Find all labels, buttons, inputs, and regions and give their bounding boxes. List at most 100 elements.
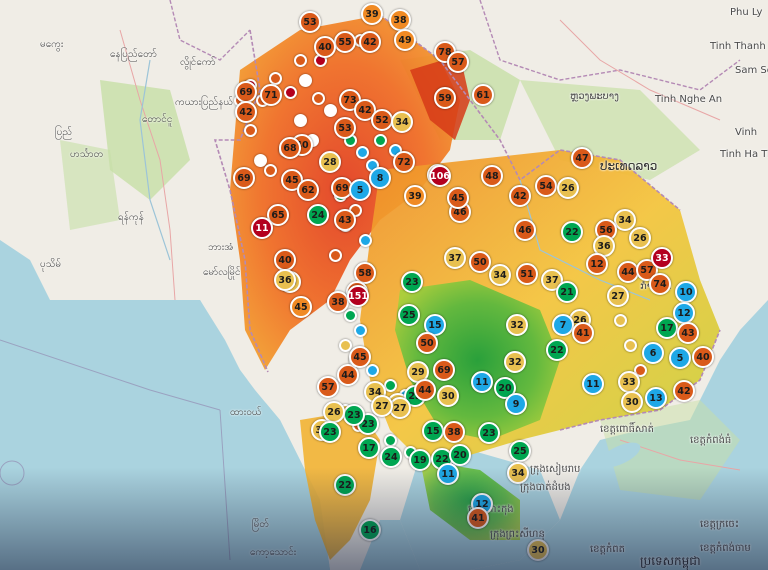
station-pin[interactable] <box>299 74 312 87</box>
aqi-marker[interactable]: 19 <box>409 449 431 471</box>
aqi-marker[interactable]: 23 <box>401 271 423 293</box>
aqi-marker[interactable]: 15 <box>422 420 444 442</box>
aqi-marker[interactable]: 5 <box>669 347 691 369</box>
aqi-marker[interactable]: 23 <box>343 404 365 426</box>
aqi-marker[interactable]: 30 <box>527 539 549 561</box>
aqi-marker[interactable]: 27 <box>371 395 393 417</box>
aqi-marker[interactable]: 51 <box>516 263 538 285</box>
aqi-marker[interactable]: 23 <box>319 421 341 443</box>
aqi-marker[interactable]: 27 <box>607 285 629 307</box>
aqi-marker[interactable]: 39 <box>361 3 383 25</box>
station-pin[interactable] <box>366 364 379 377</box>
aqi-marker[interactable]: 61 <box>472 84 494 106</box>
aqi-marker[interactable]: 6 <box>642 342 664 364</box>
aqi-marker[interactable]: 45 <box>290 296 312 318</box>
aqi-marker[interactable]: 26 <box>629 227 651 249</box>
aqi-marker[interactable]: 43 <box>677 322 699 344</box>
aqi-marker[interactable]: 38 <box>389 9 411 31</box>
station-pin[interactable] <box>624 339 637 352</box>
aqi-marker[interactable]: 37 <box>444 247 466 269</box>
aqi-marker[interactable]: 25 <box>509 440 531 462</box>
station-pin[interactable] <box>614 314 627 327</box>
aqi-marker[interactable]: 12 <box>673 302 695 324</box>
aqi-marker[interactable]: 8 <box>369 167 391 189</box>
aqi-marker[interactable]: 57 <box>317 376 339 398</box>
aqi-marker[interactable]: 34 <box>614 209 636 231</box>
aqi-marker[interactable]: 50 <box>416 332 438 354</box>
aqi-marker[interactable]: 49 <box>394 29 416 51</box>
aqi-marker[interactable]: 41 <box>467 507 489 529</box>
station-pin[interactable] <box>374 134 387 147</box>
aqi-marker[interactable]: 50 <box>469 251 491 273</box>
aqi-marker[interactable]: 32 <box>504 351 526 373</box>
aqi-marker[interactable]: 39 <box>404 185 426 207</box>
aqi-marker[interactable]: 57 <box>447 51 469 73</box>
station-pin[interactable] <box>294 114 307 127</box>
aqi-marker[interactable]: 55 <box>334 31 356 53</box>
aqi-marker[interactable]: 52 <box>371 109 393 131</box>
aqi-marker[interactable]: 23 <box>478 422 500 444</box>
aqi-marker[interactable]: 34 <box>391 111 413 133</box>
aqi-marker[interactable]: 11 <box>582 373 604 395</box>
aqi-marker[interactable]: 24 <box>307 204 329 226</box>
aqi-marker[interactable]: 11 <box>251 217 273 239</box>
aqi-marker[interactable]: 45 <box>447 187 469 209</box>
aqi-marker[interactable]: 11 <box>471 371 493 393</box>
aqi-marker[interactable]: 33 <box>618 371 640 393</box>
aqi-marker[interactable]: 38 <box>443 421 465 443</box>
aqi-marker[interactable]: 17 <box>358 437 380 459</box>
aqi-marker[interactable]: 42 <box>509 185 531 207</box>
aqi-marker[interactable]: 24 <box>380 446 402 468</box>
aqi-marker[interactable]: 53 <box>299 11 321 33</box>
aqi-marker[interactable]: 33 <box>651 247 673 269</box>
aqi-marker[interactable]: 69 <box>233 167 255 189</box>
aqi-marker[interactable]: 74 <box>649 273 671 295</box>
aqi-marker[interactable]: 34 <box>489 264 511 286</box>
aqi-marker[interactable]: 26 <box>323 401 345 423</box>
station-pin[interactable] <box>344 309 357 322</box>
aqi-marker[interactable]: 25 <box>398 304 420 326</box>
station-pin[interactable] <box>324 104 337 117</box>
aqi-marker[interactable]: 42 <box>235 101 257 123</box>
aqi-marker[interactable]: 32 <box>506 314 528 336</box>
aqi-marker[interactable]: 68 <box>279 137 301 159</box>
aqi-marker[interactable]: 30 <box>621 391 643 413</box>
aqi-marker[interactable]: 21 <box>556 281 578 303</box>
station-pin[interactable] <box>294 54 307 67</box>
station-pin[interactable] <box>312 92 325 105</box>
aqi-marker[interactable]: 34 <box>507 462 529 484</box>
aqi-marker[interactable]: 16 <box>359 519 381 541</box>
aqi-marker[interactable]: 41 <box>572 322 594 344</box>
aqi-marker[interactable]: 48 <box>481 165 503 187</box>
aqi-marker[interactable]: 38 <box>327 291 349 313</box>
aqi-marker[interactable]: 71 <box>260 84 282 106</box>
aqi-marker[interactable]: 40 <box>314 36 336 58</box>
aqi-marker[interactable]: 42 <box>673 380 695 402</box>
station-pin[interactable] <box>359 234 372 247</box>
aqi-marker[interactable]: 7 <box>552 314 574 336</box>
aqi-marker[interactable]: 46 <box>514 219 536 241</box>
aqi-marker[interactable]: 12 <box>586 253 608 275</box>
aqi-marker[interactable]: 13 <box>645 387 667 409</box>
aqi-marker[interactable]: 22 <box>561 221 583 243</box>
aqi-marker[interactable]: 22 <box>546 339 568 361</box>
aqi-marker[interactable]: 47 <box>571 147 593 169</box>
aqi-marker[interactable]: 45 <box>349 346 371 368</box>
aqi-marker[interactable]: 28 <box>319 151 341 173</box>
aqi-marker[interactable]: 20 <box>449 444 471 466</box>
aqi-marker[interactable]: 151 <box>347 285 369 307</box>
aqi-marker[interactable]: 22 <box>334 474 356 496</box>
aqi-marker[interactable]: 106 <box>429 165 451 187</box>
aqi-marker[interactable]: 40 <box>692 346 714 368</box>
aqi-marker[interactable]: 42 <box>359 31 381 53</box>
station-pin[interactable] <box>244 124 257 137</box>
aqi-marker[interactable]: 43 <box>334 209 356 231</box>
station-pin[interactable] <box>284 86 297 99</box>
aqi-marker[interactable]: 10 <box>675 281 697 303</box>
aqi-marker[interactable]: 62 <box>297 179 319 201</box>
aqi-marker[interactable]: 5 <box>349 179 371 201</box>
station-pin[interactable] <box>356 146 369 159</box>
aqi-marker[interactable]: 17 <box>656 317 678 339</box>
aqi-marker[interactable]: 11 <box>437 463 459 485</box>
